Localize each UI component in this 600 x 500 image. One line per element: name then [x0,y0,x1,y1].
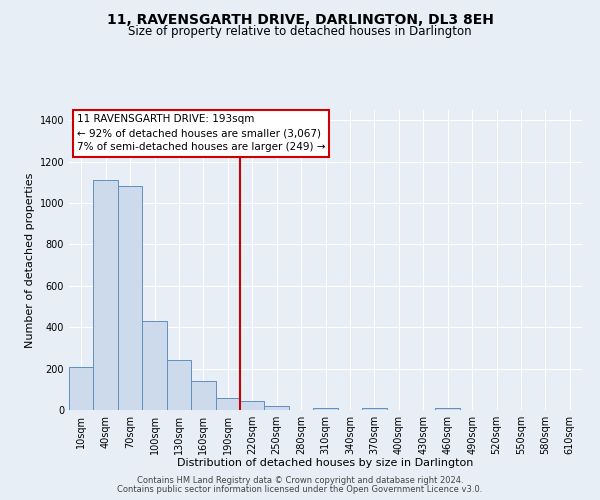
Bar [313,408,338,410]
Bar [142,321,167,410]
Bar [362,408,386,410]
Text: Contains HM Land Registry data © Crown copyright and database right 2024.: Contains HM Land Registry data © Crown c… [137,476,463,485]
X-axis label: Distribution of detached houses by size in Darlington: Distribution of detached houses by size … [178,458,473,468]
Bar [191,381,215,410]
Bar [118,186,142,410]
Bar [69,366,94,410]
Y-axis label: Number of detached properties: Number of detached properties [25,172,35,348]
Text: 11, RAVENSGARTH DRIVE, DARLINGTON, DL3 8EH: 11, RAVENSGARTH DRIVE, DARLINGTON, DL3 8… [107,12,493,26]
Bar [94,180,118,410]
Bar [265,406,289,410]
Text: Size of property relative to detached houses in Darlington: Size of property relative to detached ho… [128,25,472,38]
Bar [215,398,240,410]
Text: Contains public sector information licensed under the Open Government Licence v3: Contains public sector information licen… [118,485,482,494]
Bar [240,400,265,410]
Bar [436,408,460,410]
Bar [167,360,191,410]
Text: 11 RAVENSGARTH DRIVE: 193sqm
← 92% of detached houses are smaller (3,067)
7% of : 11 RAVENSGARTH DRIVE: 193sqm ← 92% of de… [77,114,325,152]
